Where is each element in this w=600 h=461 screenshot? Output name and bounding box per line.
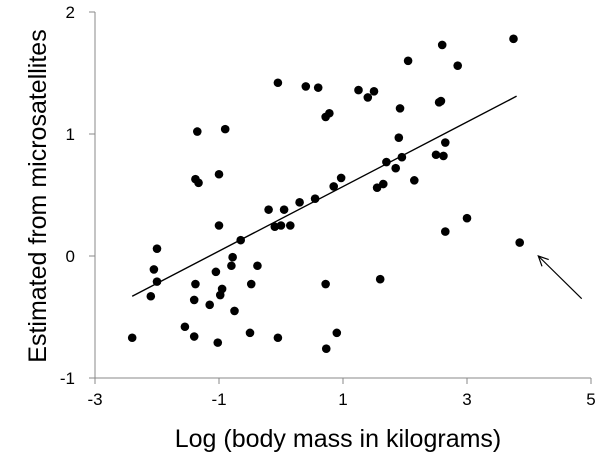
data-point <box>230 306 239 316</box>
data-point <box>462 213 472 223</box>
arrow-shaft <box>537 255 583 300</box>
data-point <box>325 108 334 118</box>
trendline-group <box>131 95 517 297</box>
data-point <box>246 279 256 289</box>
data-point <box>245 328 255 338</box>
data-point <box>354 85 363 95</box>
data-point <box>394 133 404 142</box>
y-ticks: -1 0 1 2 <box>60 3 95 388</box>
data-point <box>441 138 450 147</box>
data-point <box>214 169 224 179</box>
data-points <box>127 34 524 354</box>
data-point <box>431 150 441 160</box>
data-point <box>213 338 223 347</box>
data-point <box>441 227 450 236</box>
y-axis-title: Estimated from microsatellites <box>24 29 52 362</box>
data-point <box>313 83 323 92</box>
data-point <box>437 40 447 50</box>
axes <box>94 12 591 379</box>
data-point <box>193 127 202 136</box>
trendline <box>131 95 517 297</box>
data-point <box>375 274 385 284</box>
data-point <box>220 124 230 134</box>
data-point <box>227 261 236 271</box>
data-point <box>369 87 379 96</box>
arrow-head <box>537 255 549 267</box>
data-point <box>279 205 289 214</box>
x-axis-title: Log (body mass in kilograms) <box>175 425 502 453</box>
x-tick-label: -1 <box>211 390 226 409</box>
data-point <box>515 238 524 247</box>
data-point <box>236 235 245 245</box>
data-point <box>439 151 448 161</box>
data-point <box>509 34 518 44</box>
data-point <box>264 205 273 214</box>
x-tick-label: 5 <box>586 390 595 409</box>
data-point <box>205 300 214 310</box>
data-point <box>152 244 162 253</box>
data-point <box>397 152 407 162</box>
data-point <box>286 221 295 230</box>
data-point <box>127 333 137 343</box>
data-point <box>217 284 227 294</box>
data-point <box>382 157 391 167</box>
data-point <box>214 221 224 230</box>
data-point <box>395 104 405 113</box>
data-point <box>189 332 199 341</box>
y-tick-label: 2 <box>66 3 75 22</box>
data-point <box>379 179 388 189</box>
data-point <box>329 182 339 191</box>
data-point <box>332 328 342 338</box>
x-ticks: -3 -1 1 3 5 <box>87 378 596 409</box>
data-point <box>321 279 330 289</box>
data-point <box>321 344 331 354</box>
data-point <box>436 96 446 106</box>
data-point <box>152 277 162 286</box>
data-point <box>310 194 320 203</box>
data-point <box>453 61 463 70</box>
data-point <box>410 176 419 185</box>
data-point <box>146 291 156 301</box>
data-point <box>403 56 413 66</box>
data-point <box>253 261 262 271</box>
data-point <box>273 333 283 343</box>
data-point <box>180 322 190 332</box>
x-tick-label: -3 <box>87 390 102 409</box>
y-tick-label: 0 <box>66 247 75 266</box>
x-tick-label: 1 <box>338 390 347 409</box>
data-point <box>301 82 311 91</box>
data-point <box>194 178 203 188</box>
data-point <box>295 198 304 207</box>
data-point <box>211 267 221 277</box>
data-point <box>189 295 199 305</box>
data-point <box>391 163 401 173</box>
data-point <box>276 221 286 230</box>
data-point <box>363 93 373 102</box>
data-point <box>336 173 346 183</box>
data-point <box>228 252 237 262</box>
data-point <box>149 265 159 274</box>
data-point <box>273 78 283 88</box>
annotation-arrow <box>537 255 583 300</box>
data-point <box>191 279 200 289</box>
y-tick-label: -1 <box>60 369 75 388</box>
data-point <box>372 183 382 192</box>
y-tick-label: 1 <box>66 125 75 144</box>
x-tick-label: 3 <box>462 390 471 409</box>
